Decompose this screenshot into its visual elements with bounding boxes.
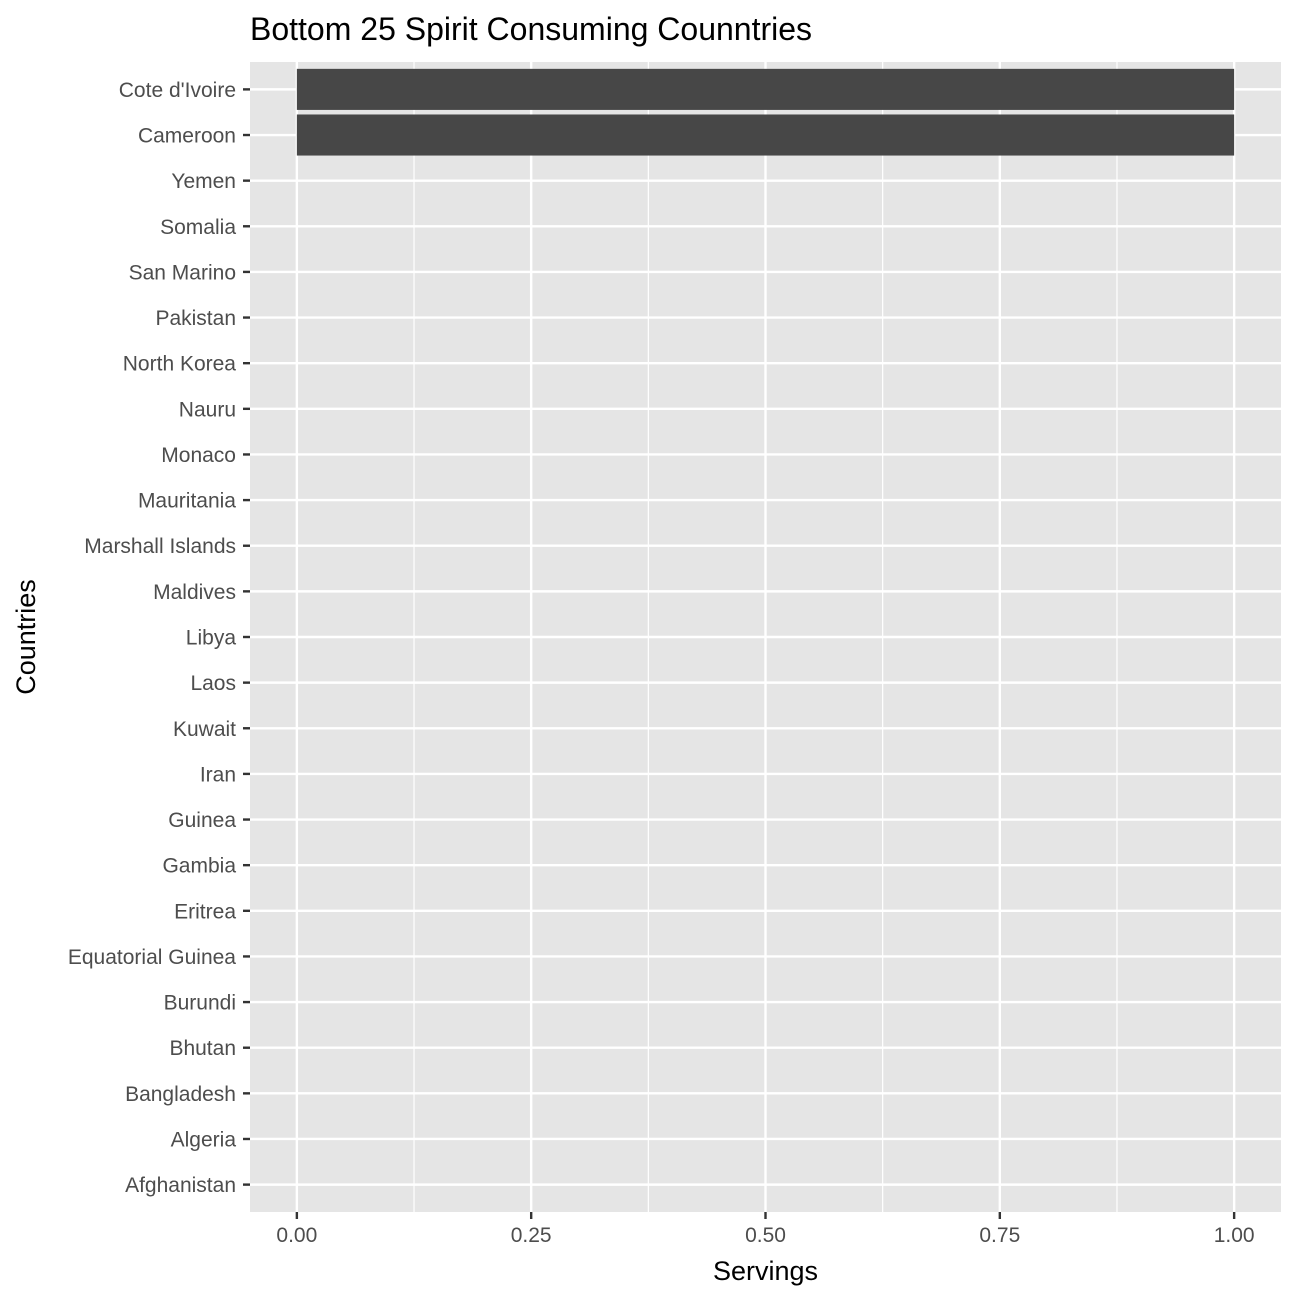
y-tick-label: Cote d'Ivoire: [119, 79, 236, 102]
x-tick-label: 0.25: [511, 1224, 552, 1247]
y-tick-label: Iran: [200, 763, 236, 786]
y-tick-label: Maldives: [153, 581, 236, 604]
y-tick-label: Afghanistan: [125, 1174, 236, 1197]
y-axis: Cote d'Ivoire Cameroon Yemen Somalia San Mar…: [68, 79, 250, 1197]
y-tick-label: Nauru: [179, 398, 236, 421]
bar: [296, 114, 1235, 156]
y-tick-label: Libya: [186, 627, 237, 650]
y-tick-label: Pakistan: [155, 307, 236, 330]
y-tick-label: Gambia: [162, 855, 236, 878]
bar: [296, 68, 1235, 110]
y-tick-label: Kuwait: [173, 718, 236, 741]
y-tick-label: Guinea: [168, 809, 236, 832]
y-tick-label: Cameroon: [138, 125, 236, 148]
y-tick-label: Equatorial Guinea: [68, 946, 236, 969]
y-tick-label: Eritrea: [174, 900, 236, 923]
x-axis-title: Servings: [713, 1256, 818, 1286]
x-tick-label: 0.75: [979, 1224, 1020, 1247]
y-tick-label: Burundi: [164, 992, 236, 1015]
y-tick-label: San Marino: [129, 261, 236, 284]
x-tick-label: 1.00: [1214, 1224, 1255, 1247]
y-tick-label: North Korea: [123, 353, 237, 376]
y-tick-label: Algeria: [171, 1128, 237, 1151]
y-tick-label: Marshall Islands: [84, 535, 236, 558]
y-tick-label: Bhutan: [169, 1037, 236, 1060]
x-axis: 0.00 0.25 0.50 0.75 1.00: [276, 1212, 1255, 1247]
x-tick-label: 0.00: [276, 1224, 317, 1247]
y-tick-label: Laos: [190, 672, 236, 695]
bars: [296, 68, 1235, 156]
y-tick-label: Monaco: [161, 444, 236, 467]
y-axis-title: Countries: [11, 579, 41, 695]
y-tick-label: Bangladesh: [125, 1083, 236, 1106]
y-tick-label: Mauritania: [138, 490, 236, 513]
x-tick-label: 0.50: [745, 1224, 786, 1247]
y-tick-label: Yemen: [171, 170, 236, 193]
chart-title: Bottom 25 Spirit Consuming Counntries: [250, 11, 812, 47]
y-tick-label: Somalia: [160, 216, 236, 239]
